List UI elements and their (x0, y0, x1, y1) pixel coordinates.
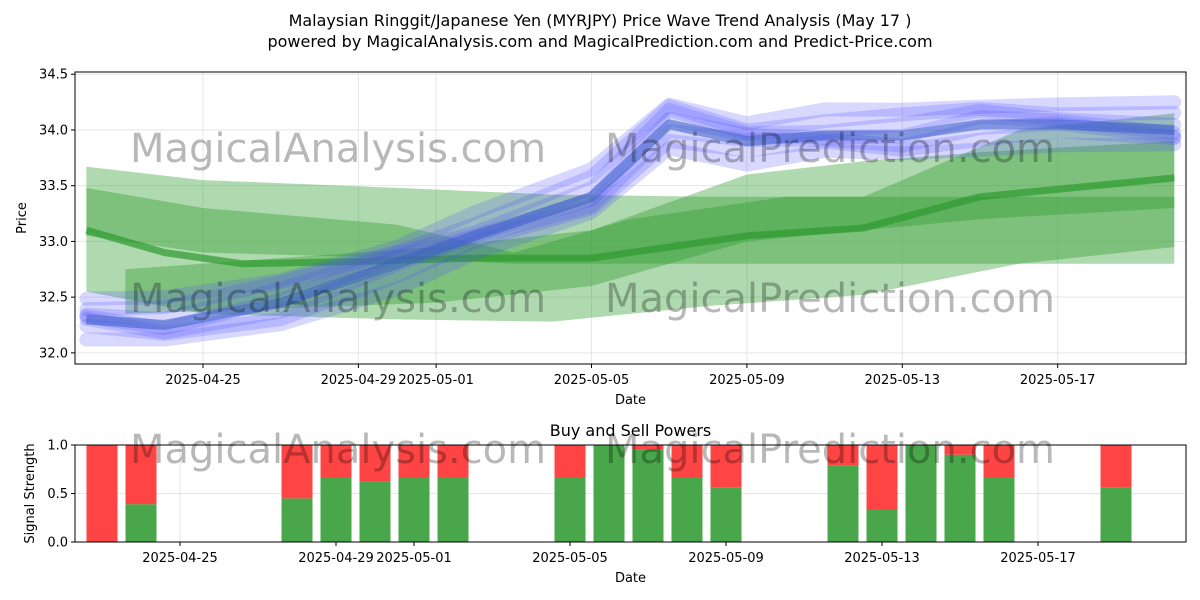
price-x-tick-label: 2025-05-13 (865, 373, 941, 388)
buy-power-bar (710, 487, 742, 542)
powers-x-tick-label: 2025-04-29 (298, 551, 374, 566)
price-x-tick-label: 2025-05-17 (1020, 373, 1096, 388)
powers-x-tick-label: 2025-05-13 (844, 551, 920, 566)
green-wave-band (86, 113, 1175, 322)
blue-wave-line (79, 124, 1182, 341)
powers-x-axis-label: Date (615, 571, 646, 586)
price-y-axis-label: Price (15, 202, 30, 234)
powers-x-tick-label: 2025-05-17 (1000, 551, 1076, 566)
price-plot-frame (74, 71, 1187, 365)
sell-power-bar (710, 445, 742, 488)
watermark-text: MagicalPrediction.com (605, 126, 1055, 172)
sell-power-bar (125, 445, 157, 505)
powers-y-tick-label: 1.0 (47, 439, 68, 454)
buy-power-bar (1100, 487, 1132, 542)
powers-x-tick-label: 2025-05-09 (688, 551, 764, 566)
buy-power-bar (125, 504, 157, 542)
price-wave-chart: 2025-04-25 2025-04-29 2025-05-01 2025-05-05… (15, 68, 1187, 408)
price-x-axis-label: Date (615, 393, 646, 408)
figure-title-line2: powered by MagicalAnalysis.com and Magic… (267, 32, 932, 51)
powers-x-tick-label: 2025-05-01 (376, 551, 452, 566)
sell-power-bar (632, 445, 664, 450)
sell-power-bar (827, 445, 859, 466)
powers-chart-title: Buy and Sell Powers (550, 421, 712, 440)
buy-power-bar (983, 477, 1015, 542)
price-series-layer (79, 95, 1182, 347)
price-y-tick-label: 33.5 (39, 179, 68, 194)
green-wave-band (86, 187, 1175, 264)
price-y-tick-label: 34.5 (39, 68, 68, 83)
price-y-tick-label: 33.0 (39, 235, 68, 250)
sell-power-bar (437, 445, 469, 478)
buy-power-bar (671, 477, 703, 542)
buy-power-bar (359, 481, 391, 542)
buy-power-bar (437, 477, 469, 542)
blue-wave-line (79, 137, 1182, 347)
powers-plot-frame (74, 444, 1187, 543)
sell-power-bar (554, 445, 586, 478)
watermark-layer: MagicalAnalysis.com MagicalPrediction.com… (130, 126, 1055, 473)
price-x-tick-label: 2025-04-25 (165, 373, 241, 388)
blue-wave-line (79, 95, 1182, 306)
price-x-tick-label: 2025-04-29 (321, 373, 397, 388)
blue-wave-core-line (86, 119, 1175, 330)
buy-power-bar (320, 477, 352, 542)
watermark-text: MagicalPrediction.com (605, 427, 1055, 473)
buy-power-bar (632, 449, 664, 542)
buy-power-bar (866, 509, 898, 542)
powers-y-tick-label: 0.0 (47, 536, 68, 551)
watermark-text: MagicalAnalysis.com (130, 126, 546, 172)
buy-power-bar (593, 445, 625, 542)
price-y-tick-label: 32.0 (39, 346, 68, 361)
buy-power-bar (398, 477, 430, 542)
powers-y-axis-label: Signal Strength (23, 443, 38, 543)
watermark-text: MagicalAnalysis.com (130, 276, 546, 322)
buy-power-bar (554, 477, 586, 542)
buy-power-bar (827, 465, 859, 542)
sell-power-bar (320, 445, 352, 478)
powers-x-tick-label: 2025-05-05 (532, 551, 608, 566)
price-x-tick-label: 2025-05-05 (554, 373, 630, 388)
buy-power-bar (944, 454, 976, 542)
sell-power-bar (1100, 445, 1132, 488)
buy-power-bar (905, 445, 937, 542)
sell-power-bar (398, 445, 430, 478)
powers-x-tick-label: 2025-04-25 (142, 551, 218, 566)
watermark-text: MagicalAnalysis.com (130, 427, 546, 473)
figure-title-line1: Malaysian Ringgit/Japanese Yen (MYRJPY) … (289, 11, 912, 30)
price-y-tick-label: 34.0 (39, 123, 68, 138)
buy-power-bar (281, 498, 313, 542)
powers-y-tick-label: 0.5 (47, 487, 68, 502)
sell-power-bar (281, 445, 313, 499)
blue-wave-line (79, 102, 1182, 327)
sell-power-bar (983, 445, 1015, 478)
green-median-line (85, 174, 1175, 268)
sell-power-bar (944, 445, 976, 455)
price-x-tick-label: 2025-05-01 (398, 373, 474, 388)
sell-power-bar (359, 445, 391, 482)
watermark-text: MagicalPrediction.com (605, 276, 1055, 322)
sell-power-bar (671, 445, 703, 478)
price-x-tick-label: 2025-05-09 (709, 373, 785, 388)
sell-power-bar (866, 445, 898, 510)
blue-wave-line (79, 99, 1182, 317)
price-y-tick-label: 32.5 (39, 291, 68, 306)
sell-power-bar (86, 445, 118, 542)
